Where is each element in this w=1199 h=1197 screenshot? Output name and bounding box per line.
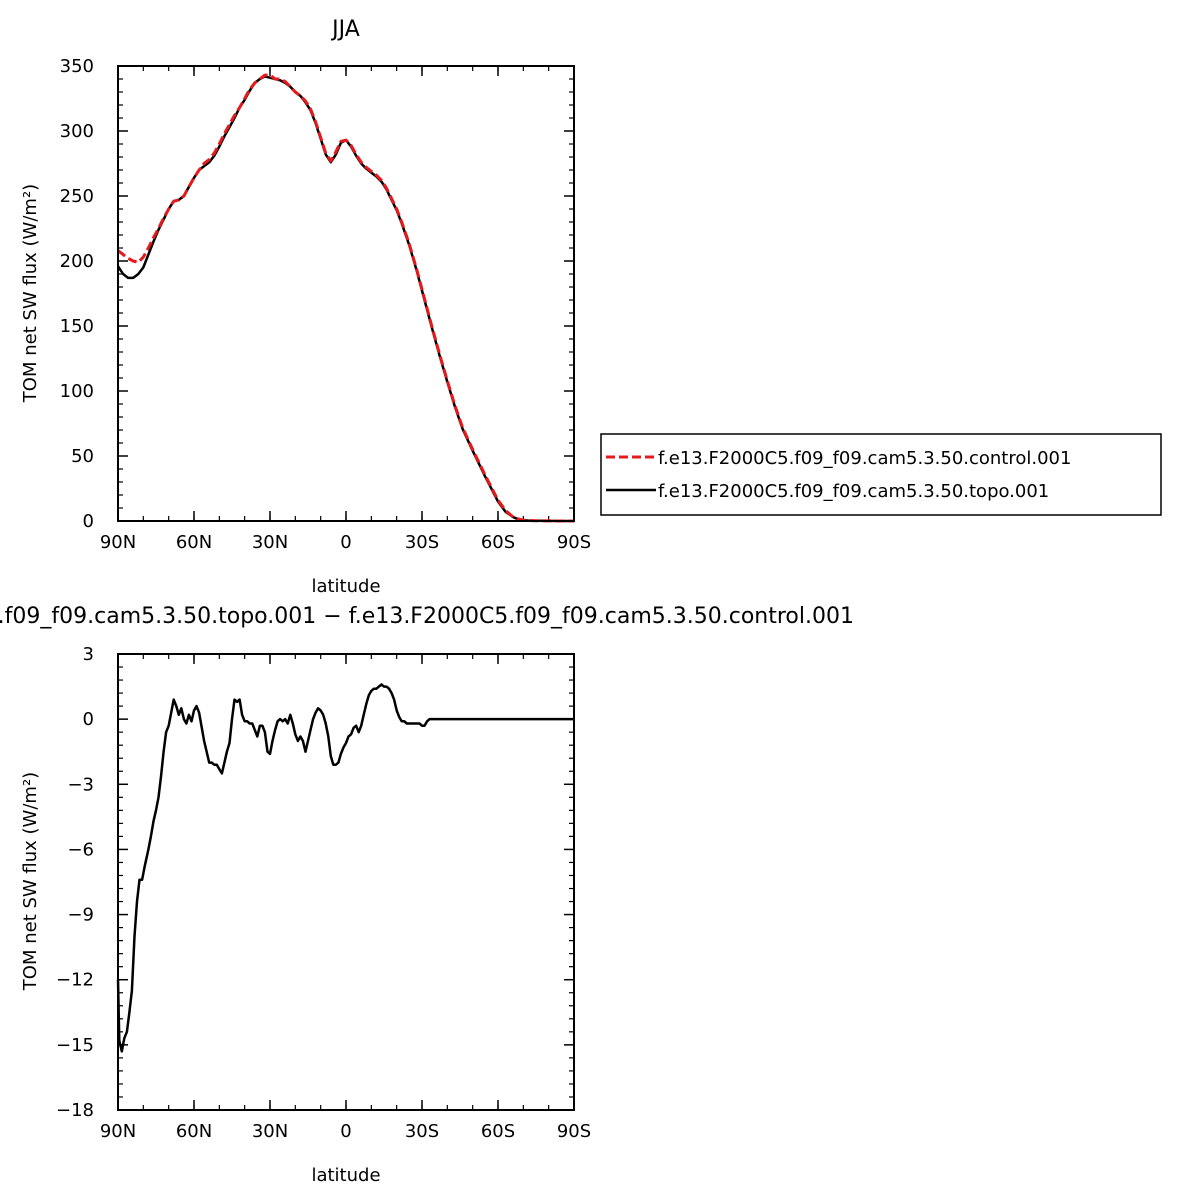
bottom-x-tick-label: 30N	[252, 1121, 288, 1142]
bottom-y-tick-label: −18	[56, 1100, 94, 1121]
panel-bottom-x-axis-label: latitude	[311, 1165, 380, 1186]
panel-bottom-y-axis-label: TOM net SW flux (W/m²)	[20, 772, 41, 991]
top-y-tick-label: 250	[60, 186, 94, 207]
top-x-tick-label: 0	[340, 532, 351, 553]
panel-top-plot-frame	[117, 65, 575, 522]
legend-label-topo: f.e13.F2000C5.f09_f09.cam5.3.50.topo.001	[658, 481, 1049, 502]
bottom-x-tick-label: 60S	[481, 1121, 515, 1142]
panel-top-series	[116, 73, 574, 523]
bottom-y-tick-label: 0	[83, 709, 94, 730]
panel-top-x-axis-label: latitude	[311, 576, 380, 597]
bottom-y-tick-label: −3	[67, 774, 94, 795]
panel-top-y-axis-label: TOM net SW flux (W/m²)	[20, 184, 41, 403]
panel-top-ticks: 90N 60N 30N 0 30S 60S 90S 0 50 100 150 200 250 300 350	[60, 56, 592, 553]
bottom-series-line-0	[116, 683, 574, 1053]
top-y-tick-label: 100	[60, 381, 94, 402]
panel-top-title: JJA	[330, 17, 360, 42]
top-y-tick-label: 200	[60, 251, 94, 272]
bottom-x-tick-label: 0	[340, 1121, 351, 1142]
top-x-tick-label: 60S	[481, 532, 515, 553]
bottom-x-tick-label: 90S	[557, 1121, 591, 1142]
top-y-tick-label: 50	[71, 446, 94, 467]
legend-label-control: f.e13.F2000C5.f09_f09.cam5.3.50.control.…	[658, 448, 1071, 469]
bottom-y-tick-label: 3	[83, 644, 94, 665]
top-series-line-0	[117, 73, 574, 523]
panel-bottom-series	[116, 683, 574, 1053]
top-y-tick-label: 0	[83, 511, 94, 532]
top-x-tick-label: 30S	[405, 532, 439, 553]
top-x-tick-label: 90N	[100, 532, 136, 553]
panel-bottom-title: f.e13.F2000C5.f09_f09.cam5.3.50.topo.001…	[0, 604, 854, 629]
top-y-tick-label: 300	[60, 121, 94, 142]
bottom-y-tick-label: −12	[56, 970, 94, 991]
legend: f.e13.F2000C5.f09_f09.cam5.3.50.control.…	[600, 433, 1162, 516]
top-y-tick-label: 150	[60, 316, 94, 337]
top-series-line-1	[116, 75, 574, 523]
top-y-tick-label: 350	[60, 56, 94, 77]
bottom-x-tick-label: 30S	[405, 1121, 439, 1142]
top-x-tick-label: 60N	[176, 532, 212, 553]
bottom-x-tick-label: 60N	[176, 1121, 212, 1142]
top-x-tick-label: 90S	[557, 532, 591, 553]
bottom-y-tick-label: −9	[67, 905, 94, 926]
panel-bottom: f.e13.F2000C5.f09_f09.cam5.3.50.topo.001…	[0, 604, 854, 1186]
top-x-tick-label: 30N	[252, 532, 288, 553]
bottom-y-tick-label: −15	[56, 1035, 94, 1056]
bottom-y-tick-label: −6	[67, 839, 94, 860]
panel-top: JJA 90N 60N 30N 0 30S 60S 90S 0 50 100 150 200 250 30…	[20, 17, 591, 597]
legend-box	[600, 433, 1162, 516]
panel-bottom-plot-frame	[117, 653, 575, 1111]
bottom-x-tick-label: 90N	[100, 1121, 136, 1142]
